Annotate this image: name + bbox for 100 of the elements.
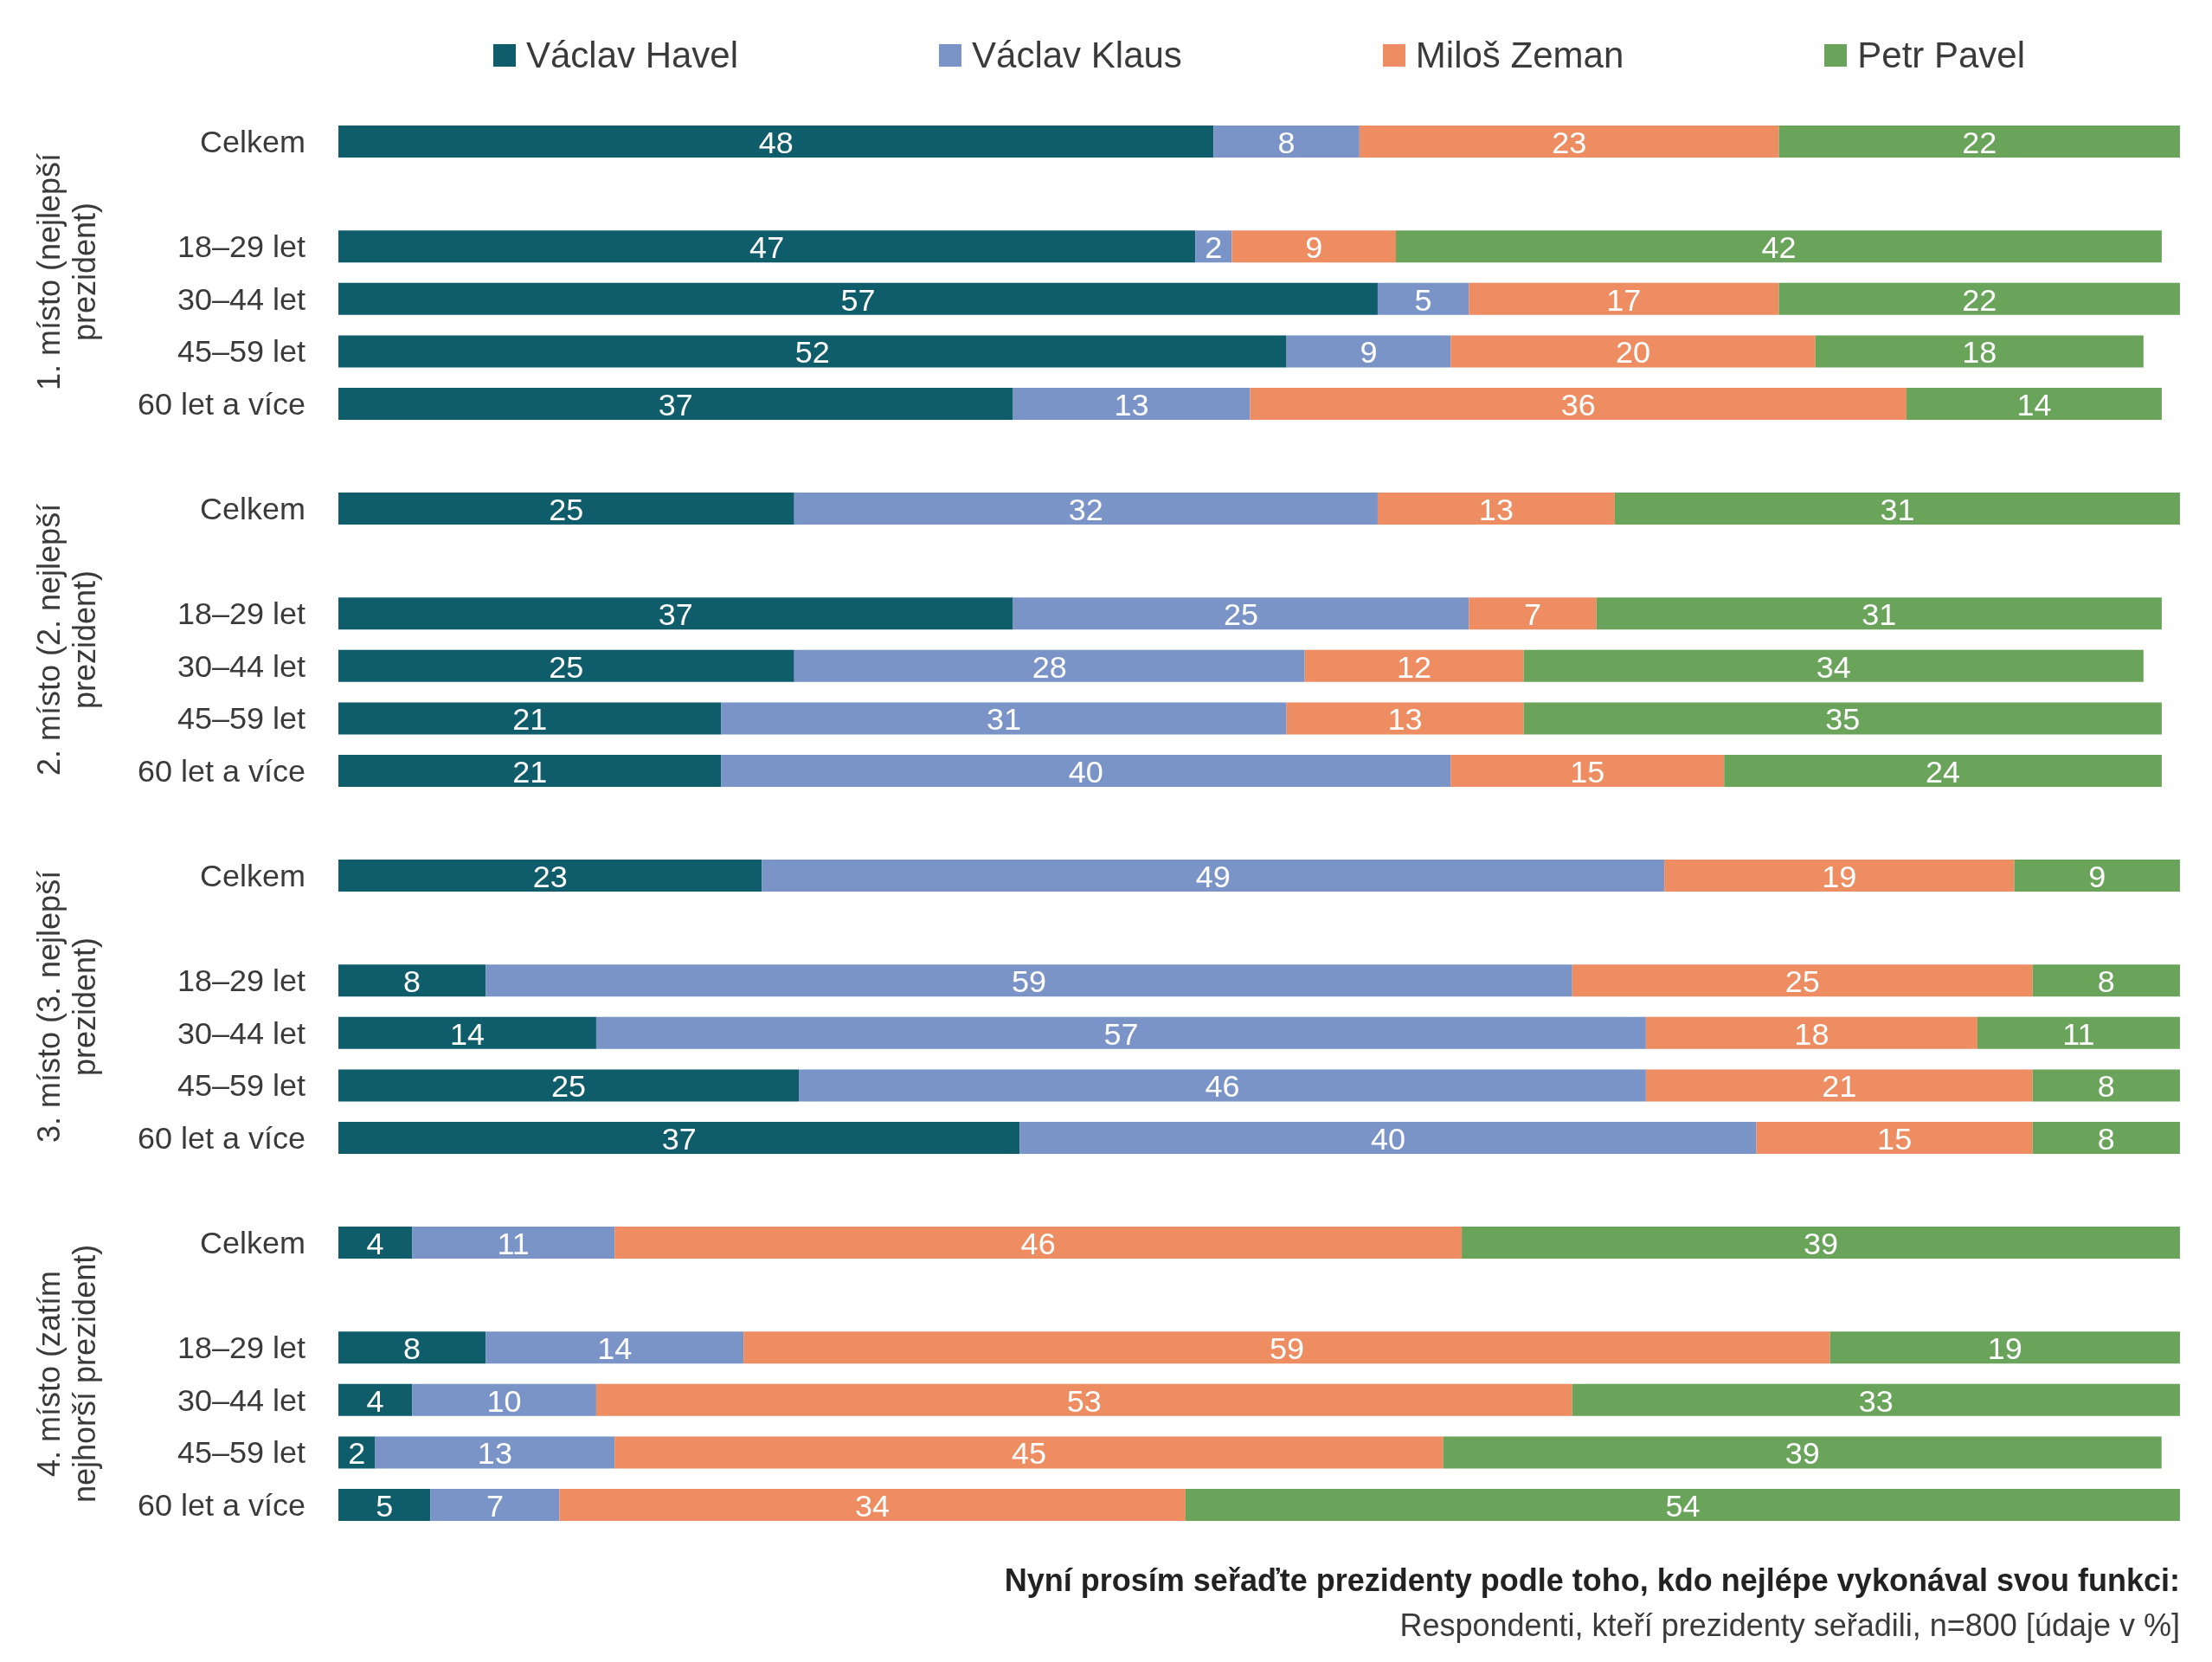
legend-label: Petr Pavel (1857, 34, 2026, 76)
bar (794, 649, 1305, 682)
bar (338, 282, 1378, 315)
bar (338, 860, 762, 892)
data-label: 35 (1825, 701, 1861, 738)
bar (485, 964, 1572, 997)
data-label: 9 (1360, 334, 1378, 370)
bar (595, 1016, 1646, 1049)
y-tick-label: 45–59 let (177, 700, 306, 737)
data-label: 52 (794, 334, 830, 370)
data-label: 13 (1114, 386, 1149, 422)
bar (1645, 1069, 2033, 1102)
bar (1396, 229, 2162, 262)
y-tick-label: 45–59 let (177, 1067, 306, 1104)
legend-label: Václav Klaus (972, 34, 1182, 76)
bar (1019, 1122, 1757, 1155)
data-label: 23 (532, 859, 568, 895)
y-tick-label: 30–44 let (177, 647, 306, 684)
data-label: 14 (2016, 386, 2052, 422)
data-label: 8 (403, 963, 421, 1000)
data-label: 31 (987, 701, 1022, 738)
y-tick-label: 60 let a více (137, 1487, 306, 1524)
bar (338, 649, 794, 682)
text: Respondenti, kteří prezidenty seřadili, n=800 [údaje v %] (1399, 1606, 2180, 1645)
bar (1469, 282, 1779, 315)
y-tick-label: 60 let a více (137, 385, 306, 422)
data-label: 15 (1570, 753, 1605, 789)
bar (743, 1331, 1830, 1364)
bar (338, 492, 794, 525)
bar (1977, 1016, 2180, 1049)
data-label: 5 (1414, 281, 1432, 318)
y-tick-label: 45–59 let (177, 333, 306, 370)
data-label: 7 (485, 1488, 504, 1524)
data-label: 21 (1822, 1068, 1857, 1105)
bar (1523, 702, 2162, 735)
data-label: 11 (2062, 1015, 2095, 1052)
bar (338, 1489, 431, 1522)
y-axis-title: 2. místo (2. nejlepší prezident) (30, 502, 103, 777)
bar (338, 597, 1013, 630)
y-axis-title: 3. místo (3. nejlepší prezident) (30, 869, 103, 1144)
bar (1231, 229, 1397, 262)
y-axis-title: 1. místo (nejlepší prezident) (30, 152, 103, 393)
y-tick-label: 30–44 let (177, 280, 306, 317)
data-label: 37 (658, 596, 693, 633)
data-label: 17 (1606, 281, 1642, 318)
bar (338, 754, 722, 787)
data-label: 10 (486, 1383, 522, 1420)
bar (1469, 597, 1597, 630)
data-label: 31 (1862, 596, 1897, 633)
bar (1286, 335, 1451, 368)
y-tick-label: Celkem (200, 123, 306, 159)
data-label: 13 (477, 1435, 512, 1472)
data-label: 37 (658, 386, 693, 422)
y-tick-label: 45–59 let (177, 1434, 306, 1471)
bar (794, 492, 1378, 525)
y-tick-label: 18–29 let (177, 228, 306, 264)
bar (614, 1227, 1463, 1259)
data-label: 18 (1962, 334, 1997, 370)
data-label: 19 (1987, 1330, 2022, 1367)
bar (721, 702, 1287, 735)
bar (1572, 1384, 2180, 1417)
bar (412, 1227, 615, 1259)
y-tick-label: 18–29 let (177, 596, 306, 632)
bar (721, 754, 1451, 787)
bar (1724, 754, 2162, 787)
data-label: 2 (1205, 229, 1223, 265)
bar (338, 1122, 1020, 1155)
data-label: 20 (1615, 334, 1650, 370)
data-label: 25 (1223, 596, 1258, 633)
data-label: 25 (549, 648, 584, 685)
bar (338, 229, 1196, 262)
y-tick-label: 60 let a více (137, 1120, 306, 1156)
bar (1443, 1436, 2162, 1469)
data-label: 31 (1880, 491, 1915, 527)
bar (430, 1489, 560, 1522)
y-tick-label: Celkem (200, 858, 306, 894)
y-tick-label: 18–29 let (177, 1330, 306, 1366)
text: Nyní prosím seřaďte prezidenty podle toho, kdo nejlépe vykonával svou funkci: (1004, 1561, 2180, 1600)
bar (338, 125, 1214, 158)
bar (338, 702, 722, 735)
bar (595, 1384, 1572, 1417)
bar (2032, 1069, 2180, 1102)
bar (1304, 649, 1524, 682)
data-label: 11 (497, 1226, 530, 1262)
bar (1906, 387, 2162, 420)
bar (1829, 1331, 2180, 1364)
bar (1185, 1489, 2180, 1522)
data-label: 33 (1858, 1383, 1894, 1420)
data-label: 32 (1068, 491, 1103, 527)
data-label: 15 (1877, 1121, 1913, 1157)
data-label: 57 (840, 281, 876, 318)
y-tick-label: 30–44 let (177, 1382, 306, 1419)
data-label: 7 (1524, 596, 1542, 633)
data-label: 25 (1784, 963, 1820, 1000)
bar (1213, 125, 1360, 158)
data-label: 9 (2088, 859, 2106, 895)
legend-label: Václav Havel (525, 34, 739, 76)
bar (412, 1384, 596, 1417)
data-label: 5 (376, 1488, 394, 1524)
bar (375, 1436, 615, 1469)
